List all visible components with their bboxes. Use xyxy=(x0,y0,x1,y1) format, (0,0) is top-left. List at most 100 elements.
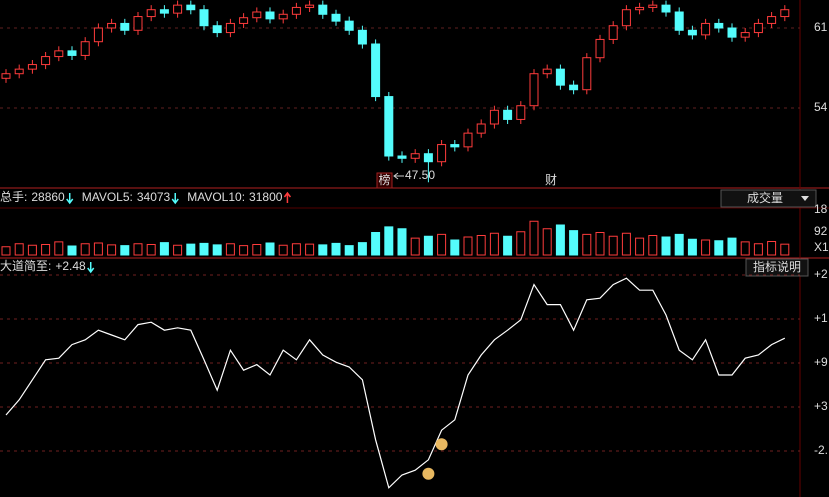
candle-body xyxy=(503,109,513,120)
legend-value: 31800 xyxy=(249,190,283,204)
legend-label: 大道简至: xyxy=(0,259,51,273)
volume-bar xyxy=(463,236,473,256)
legend-label: MAVOL5: xyxy=(82,190,133,204)
volume-bar xyxy=(278,244,288,256)
signal-icon xyxy=(435,438,448,451)
volume-bar xyxy=(384,226,394,256)
volume-bar xyxy=(14,243,24,256)
dropdown-arrow xyxy=(801,196,809,201)
annotation: 榜 xyxy=(378,172,390,187)
button-box[interactable] xyxy=(745,258,809,277)
legend-label: 总手: xyxy=(0,190,27,204)
volume-bar xyxy=(595,232,605,256)
volume-bar xyxy=(767,241,777,256)
candle-body xyxy=(1,73,11,79)
volume-bar xyxy=(252,244,262,256)
candle-body xyxy=(199,9,209,27)
volume-bar xyxy=(371,232,381,256)
signal-icon xyxy=(422,467,435,480)
candle-body xyxy=(54,50,64,58)
volume-bar xyxy=(740,241,750,256)
candle-body xyxy=(714,22,724,29)
volume-bar xyxy=(437,233,447,256)
volume-bar xyxy=(753,243,763,256)
candle-body xyxy=(186,4,196,11)
candle-body xyxy=(450,144,460,148)
y-tick-label: 61 xyxy=(814,20,828,34)
volume-bar xyxy=(648,235,658,256)
candle-body xyxy=(753,22,763,34)
volume-bar xyxy=(569,230,579,256)
volume-bar xyxy=(265,242,275,256)
candle-body xyxy=(582,57,592,91)
candle-body xyxy=(423,153,433,163)
volume-bar xyxy=(146,244,156,256)
volume-bar xyxy=(199,242,209,256)
y-tick-label: +9 xyxy=(814,355,828,369)
button-label[interactable]: 指标说明 xyxy=(753,259,801,274)
candle-body xyxy=(555,68,565,86)
candle-body xyxy=(727,27,737,38)
candle-body xyxy=(687,29,697,36)
candle-body xyxy=(291,6,301,15)
volume-bar xyxy=(410,237,420,256)
volume-bar xyxy=(318,244,328,256)
volume-bar xyxy=(582,233,592,256)
volume-bar xyxy=(107,244,117,256)
candle-body xyxy=(67,50,77,56)
candle-body xyxy=(133,16,143,31)
candle-body xyxy=(569,84,579,91)
candle-body xyxy=(265,11,275,20)
candle-body xyxy=(93,27,103,43)
candle-body xyxy=(674,11,684,31)
candle-body xyxy=(331,13,341,22)
volume-bar xyxy=(780,243,790,256)
candle-body xyxy=(437,144,447,163)
candle-body xyxy=(780,9,790,18)
volume-bar xyxy=(344,245,354,256)
candle-body xyxy=(463,132,473,148)
candle-body xyxy=(476,123,486,134)
candle-body xyxy=(239,17,249,24)
candle-body xyxy=(27,64,37,70)
volume-bar xyxy=(186,243,196,256)
volume-bar xyxy=(621,232,631,256)
menu-box[interactable] xyxy=(720,189,817,208)
candle-body xyxy=(542,68,552,75)
volume-bar xyxy=(476,235,486,256)
y-tick-label: -2. xyxy=(814,443,828,457)
volume-bar xyxy=(450,239,460,256)
volume-bar xyxy=(714,240,724,256)
y-tick-label: 54 xyxy=(814,100,828,114)
volume-bar xyxy=(80,243,90,256)
volume-bar xyxy=(291,243,301,256)
candle-body xyxy=(305,4,315,8)
candle-body xyxy=(397,155,407,159)
menu-label[interactable]: 成交量 xyxy=(747,190,783,205)
candle-body xyxy=(767,16,777,24)
volume-bar xyxy=(93,242,103,256)
axis-label: 92 xyxy=(814,224,828,238)
volume-bar xyxy=(27,244,37,256)
axis-label: X1 xyxy=(814,240,829,254)
candle-body xyxy=(621,9,631,27)
volume-bar xyxy=(1,246,11,256)
candle-body xyxy=(120,22,130,31)
candle-body xyxy=(701,22,711,36)
candle-body xyxy=(371,43,381,98)
volume-bar xyxy=(41,244,51,256)
volume-bar xyxy=(608,235,618,256)
legend-label: MAVOL10: xyxy=(187,190,245,204)
indicator-line xyxy=(5,277,786,489)
low-label: 47.50 xyxy=(405,168,435,182)
candle-body xyxy=(225,22,235,34)
trend-arrow xyxy=(171,193,179,205)
volume-bar xyxy=(133,243,143,256)
trend-arrow xyxy=(66,193,74,205)
candle-body xyxy=(212,25,222,34)
legend-value: 28860 xyxy=(31,190,65,204)
candle-body xyxy=(146,9,156,18)
volume-bar xyxy=(635,237,645,256)
volume-bar xyxy=(225,243,235,256)
